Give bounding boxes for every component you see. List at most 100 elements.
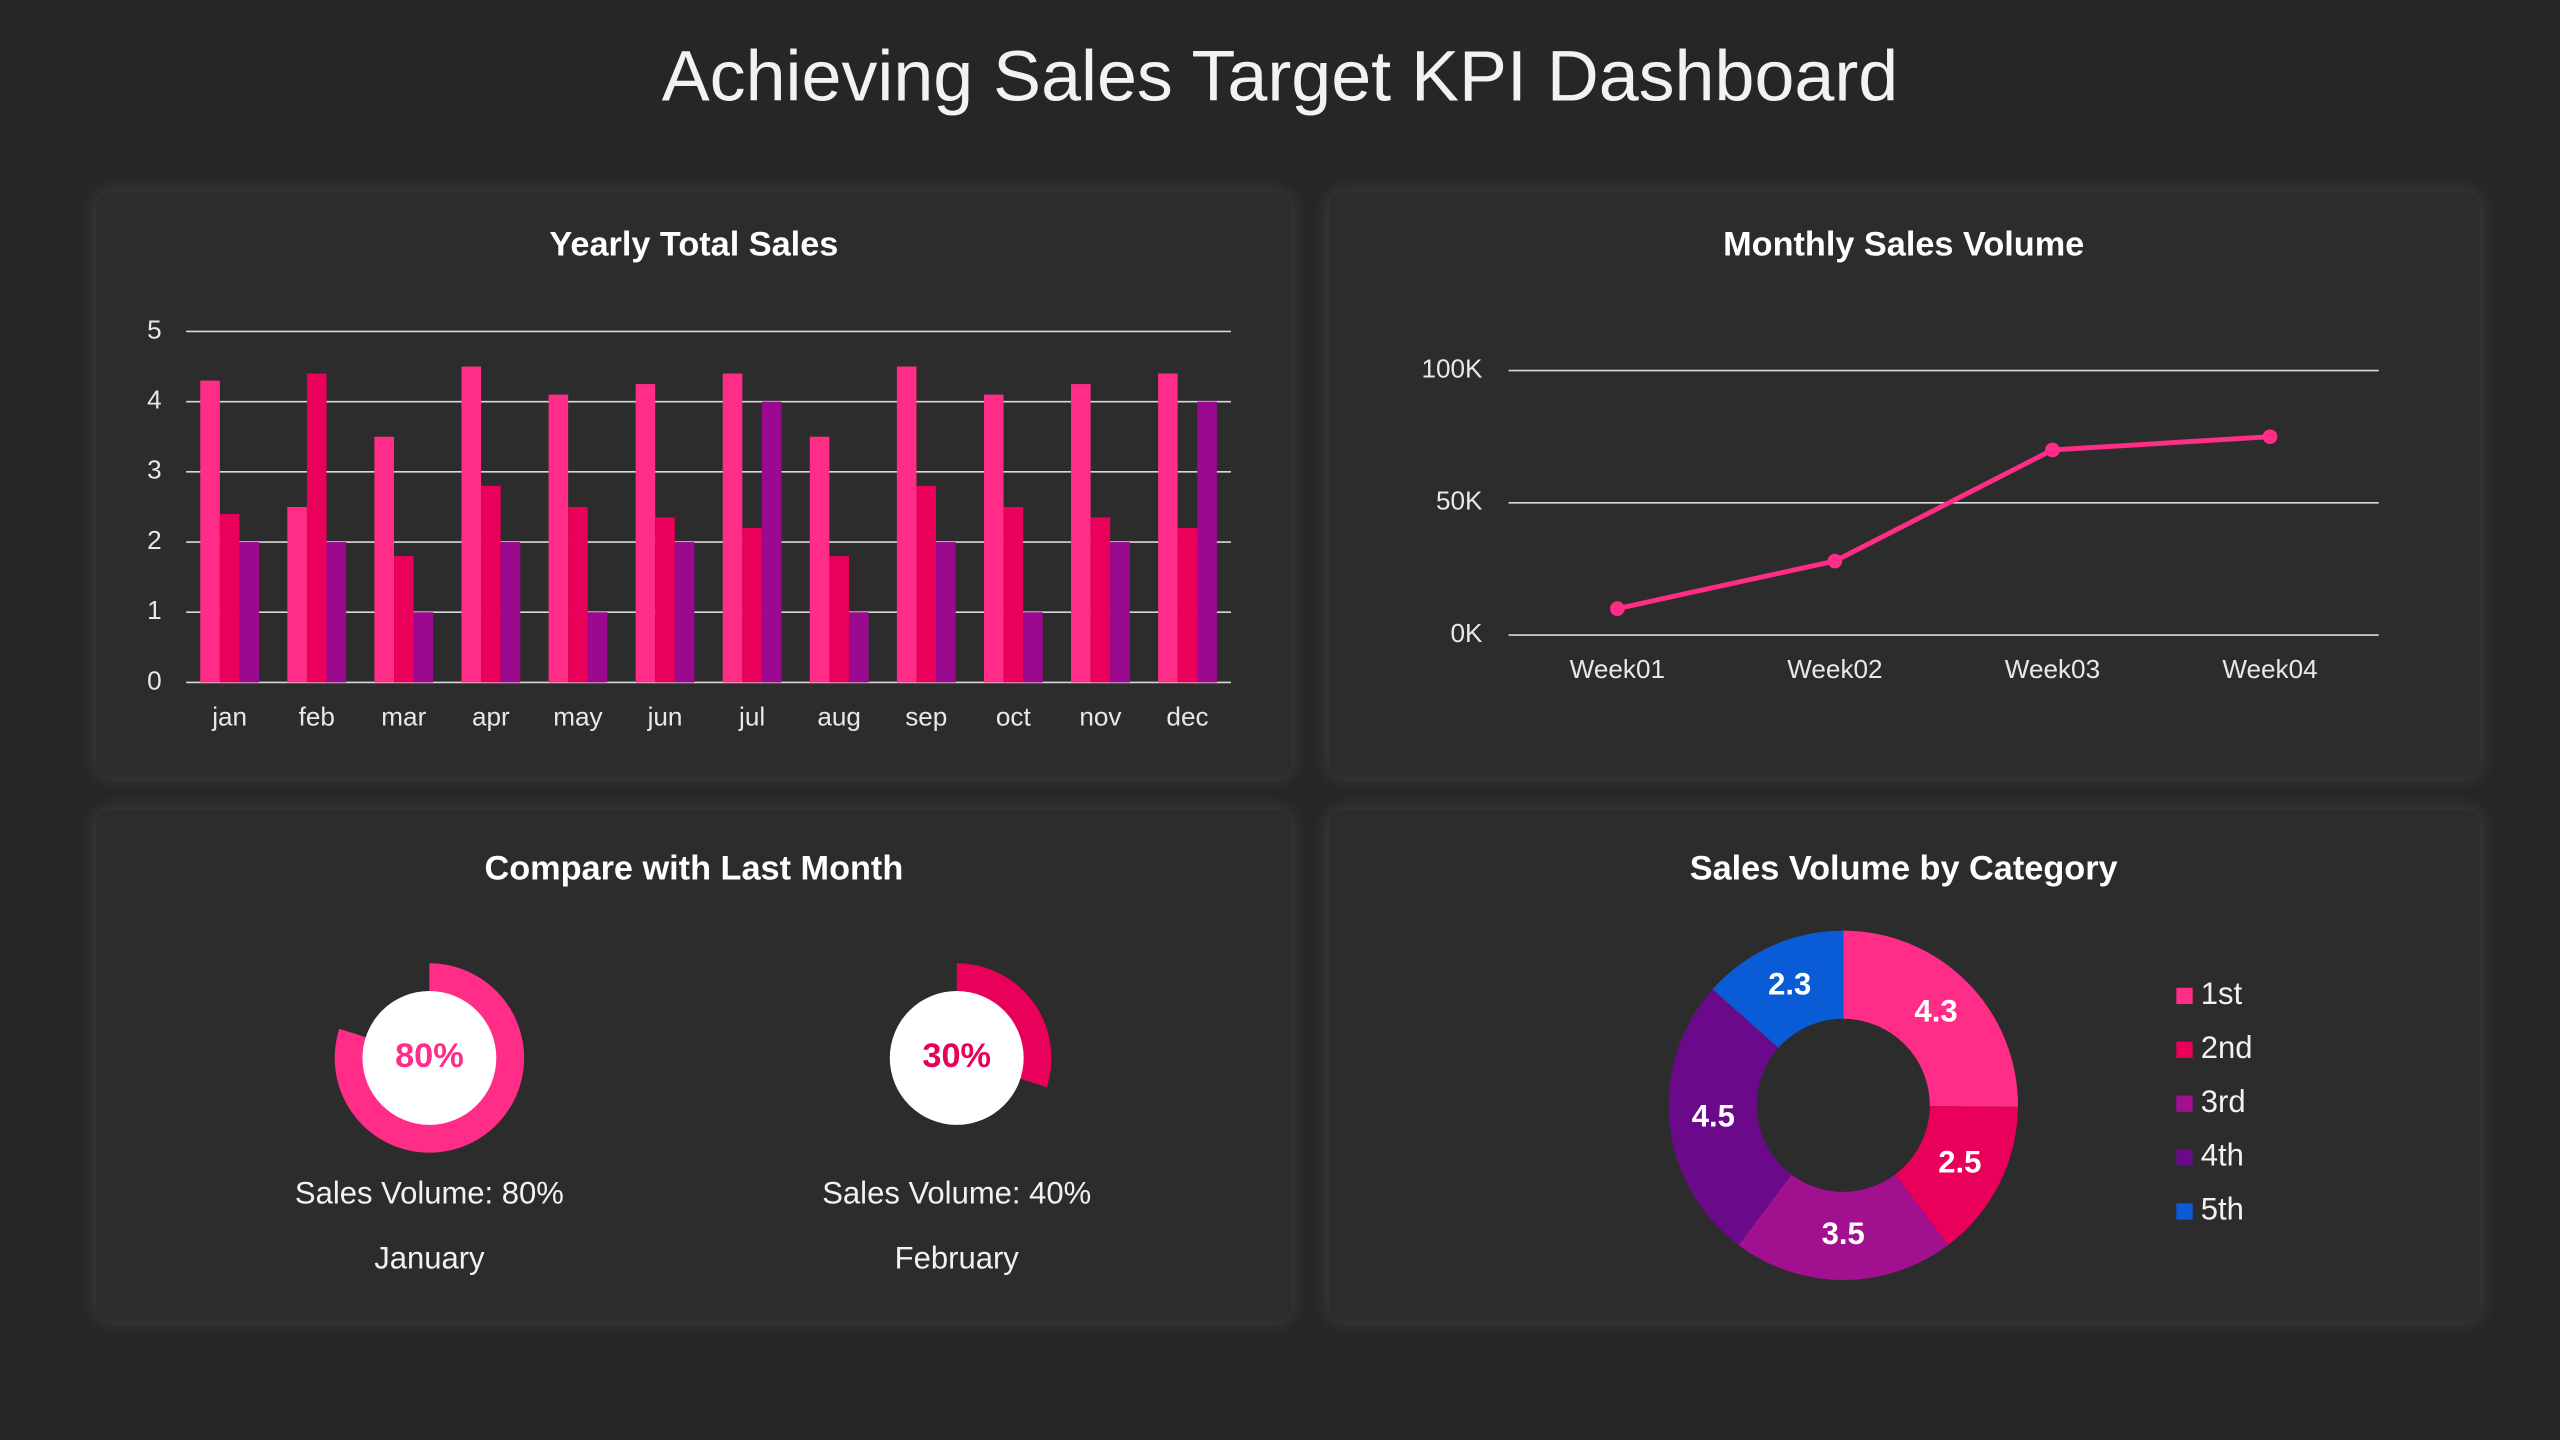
bar [635, 384, 656, 683]
point [2045, 442, 2060, 458]
legend-label: 1st [2201, 976, 2243, 1011]
line [1616, 434, 2271, 612]
bar [239, 542, 260, 683]
bar [326, 542, 347, 683]
panel [1328, 192, 2480, 778]
gauge-caption: Sales Volume: 80% [295, 1175, 564, 1210]
x-tick-label: oct [996, 701, 1032, 731]
bar [1177, 528, 1198, 683]
bar [896, 366, 917, 683]
data-label: 2.5 [1938, 1144, 1981, 1179]
bar [287, 506, 307, 683]
x-tick-label: jun [647, 701, 683, 731]
point [1827, 553, 1843, 569]
bar [306, 373, 327, 683]
dashboard-title: Achieving Sales Target KPI Dashboard [662, 37, 1898, 117]
bar [1197, 401, 1217, 683]
legend-swatch [2176, 1041, 2193, 1058]
data-label: 3.5 [1822, 1216, 1865, 1251]
legend-swatch [2176, 1149, 2193, 1166]
bar [848, 612, 869, 683]
bar [655, 517, 675, 683]
y-tick-label: 4 [147, 385, 162, 415]
x-tick-label: Week02 [1787, 654, 1882, 684]
panel [1328, 809, 2480, 1321]
bar [829, 556, 849, 683]
x-tick-label: dec [1166, 701, 1208, 731]
x-tick-label: nov [1079, 701, 1121, 731]
data-label: 4.5 [1692, 1099, 1735, 1134]
y-tick-label: 50K [1436, 486, 1483, 516]
x-tick-label: feb [299, 701, 335, 731]
point [1610, 601, 1625, 616]
legend-swatch [2176, 987, 2193, 1005]
x-tick-label: Week01 [1570, 654, 1665, 684]
bar [413, 612, 434, 683]
x-tick-label: aug [817, 701, 861, 731]
gauge-caption: Sales Volume: 40% [822, 1175, 1091, 1210]
x-tick-label: sep [905, 701, 947, 731]
y-tick-label: 1 [147, 595, 162, 625]
bar [761, 401, 782, 683]
y-tick-label: 0K [1451, 618, 1484, 648]
x-tick-label: may [553, 701, 602, 731]
y-tick-label: 5 [147, 314, 162, 344]
x-tick-label: Week04 [2222, 654, 2317, 684]
bar [722, 373, 743, 683]
bar [1071, 384, 1091, 683]
x-tick-label: jan [211, 701, 247, 731]
chart-title: Yearly Total Sales [549, 226, 838, 264]
x-tick-label: Week03 [2005, 654, 2100, 684]
y-tick-label: 3 [147, 455, 162, 485]
bar [587, 612, 608, 683]
legend-label: 2nd [2201, 1030, 2253, 1065]
bar [1023, 612, 1043, 683]
bar [742, 528, 762, 683]
x-tick-label: mar [381, 701, 426, 731]
bar [461, 366, 482, 683]
bar [568, 506, 588, 683]
chart-title: Sales Volume by Category [1690, 849, 2118, 887]
data-label: 4.3 [1914, 994, 1957, 1029]
bar [394, 556, 414, 683]
legend-label: 4th [2201, 1138, 2244, 1173]
panel [96, 192, 1292, 778]
point [2262, 429, 2278, 445]
gauge-label: February [895, 1241, 1020, 1276]
bar [200, 380, 220, 683]
x-tick-label: jul [738, 701, 765, 731]
chart-title: Compare with Last Month [484, 849, 903, 887]
bar [983, 394, 1004, 683]
bar [374, 436, 395, 683]
y-tick-label: 0 [147, 665, 162, 695]
bar [1090, 517, 1111, 683]
gauge-value: 30% [922, 1037, 991, 1075]
y-tick-label: 100K [1421, 354, 1483, 384]
gauge-center [362, 991, 497, 1125]
gauge-center [889, 991, 1024, 1125]
bar [916, 485, 937, 683]
bar [809, 436, 830, 683]
bar [481, 485, 501, 683]
donut-slice [1895, 1106, 2018, 1246]
gauge-arc [334, 963, 525, 1153]
bar [1110, 542, 1130, 683]
bar [500, 542, 521, 683]
bar [936, 542, 956, 683]
data-label: 2.3 [1768, 966, 1811, 1001]
gauge-label: January [374, 1241, 485, 1276]
donut-slice [1668, 989, 1792, 1246]
bar [548, 394, 569, 683]
bar [674, 542, 695, 683]
gauge-arc [956, 963, 1052, 1088]
y-tick-label: 2 [147, 525, 162, 555]
gauge-value: 80% [395, 1037, 464, 1075]
legend-label: 3rd [2201, 1084, 2246, 1119]
legend-swatch [2176, 1095, 2193, 1112]
panel [96, 809, 1292, 1321]
donut-slice [1712, 930, 1844, 1048]
x-tick-label: apr [472, 701, 510, 731]
donut-slice [1843, 930, 2018, 1107]
